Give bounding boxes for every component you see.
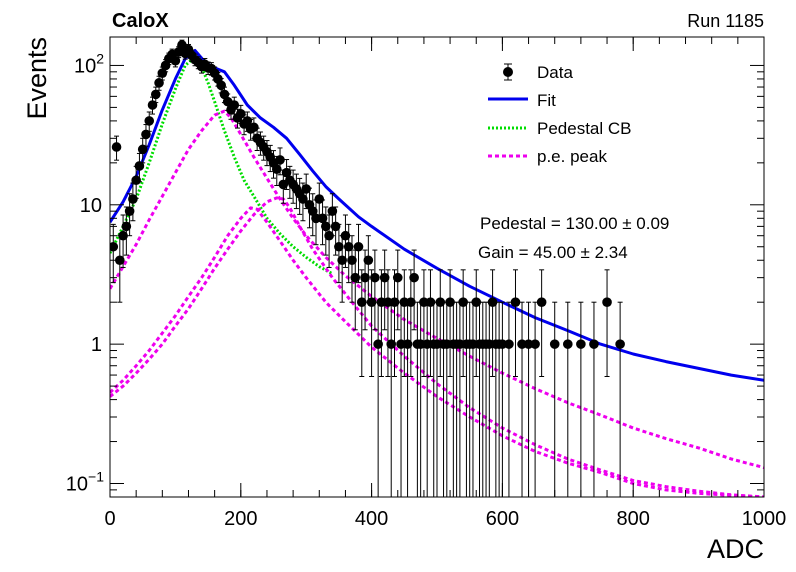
data-point	[370, 249, 380, 331]
data-point	[307, 193, 318, 237]
x-tick-label: 0	[104, 508, 115, 530]
data-point	[379, 249, 390, 331]
experiment-label: CaloX	[112, 10, 169, 32]
data-point	[343, 223, 354, 284]
legend-label-pedestal: Pedestal CB	[537, 119, 632, 138]
y-axis-label: Events	[22, 37, 52, 120]
data-point	[523, 301, 534, 497]
data-point	[334, 223, 344, 284]
data-point	[392, 249, 403, 331]
fit-curves	[110, 49, 764, 497]
pedestal-cb-curve	[110, 55, 334, 276]
x-tick-label: 800	[617, 508, 650, 530]
y-tick-label: 10	[80, 195, 102, 217]
data-point	[549, 301, 560, 497]
pedestal-annotation: Pedestal = 130.00 ± 0.09	[480, 214, 669, 233]
data-points	[110, 39, 625, 497]
x-tick-label: 200	[224, 508, 257, 530]
data-point	[471, 269, 482, 378]
y-tick-label: 102	[74, 50, 104, 77]
data-point	[298, 182, 308, 222]
data-point	[137, 137, 148, 164]
legend-item-fit: Fit	[488, 91, 556, 110]
data-point	[366, 269, 377, 378]
data-point	[576, 301, 586, 497]
data-point	[144, 111, 155, 132]
data-point	[121, 206, 132, 256]
legend-item-data: Data	[503, 63, 573, 82]
y-tick-label: 10−1	[66, 468, 104, 495]
data-point	[406, 269, 416, 378]
x-tick-label: 600	[486, 508, 519, 530]
data-point	[487, 269, 498, 378]
data-point	[115, 235, 125, 303]
legend-item-pedestal: Pedestal CB	[488, 119, 632, 138]
legend-label-fit: Fit	[537, 91, 556, 110]
fit-curve	[110, 49, 764, 382]
data-point	[589, 301, 599, 497]
data-point	[356, 269, 367, 378]
data-point	[281, 159, 292, 190]
data-point	[111, 135, 122, 161]
y-axis: 10−1 1 10 102	[66, 50, 764, 498]
legend-label-data: Data	[537, 63, 573, 82]
plot-frame	[109, 36, 765, 498]
data-point	[445, 269, 455, 378]
y-tick-label: 1	[91, 334, 102, 356]
data-point	[134, 152, 145, 183]
data-point	[350, 249, 361, 331]
data-point	[321, 206, 331, 256]
data-point	[435, 269, 446, 378]
data-point	[510, 269, 521, 378]
data-point	[340, 214, 351, 268]
run-label: Run 1185	[687, 11, 764, 31]
data-point	[363, 235, 374, 303]
data-point	[353, 223, 364, 284]
data-point	[530, 301, 540, 497]
x-axis-label: ADC	[707, 534, 764, 564]
data-point	[337, 235, 347, 303]
gain-annotation: Gain = 45.00 ± 2.34	[478, 243, 628, 262]
data-point	[536, 269, 547, 378]
x-axis: 0 200 400 600 800 1000	[104, 37, 786, 530]
data-point	[314, 182, 325, 222]
legend-label-pe: p.e. peak	[537, 147, 607, 166]
legend-item-pe: p.e. peak	[488, 147, 607, 166]
data-point	[517, 301, 527, 497]
data-point	[409, 249, 419, 331]
data-point	[563, 301, 573, 497]
data-point	[229, 96, 240, 115]
x-tick-label: 1000	[742, 508, 787, 530]
data-point	[389, 269, 400, 378]
data-point	[458, 269, 468, 378]
data-point	[170, 54, 181, 68]
data-point	[141, 124, 151, 147]
legend-marker-data	[503, 67, 513, 77]
data-point	[425, 269, 436, 378]
data-point	[317, 199, 328, 246]
data-point	[504, 301, 514, 497]
data-point	[275, 147, 285, 176]
legend: Data Fit Pedestal CB p.e. peak	[488, 63, 632, 166]
x-tick-label: 400	[355, 508, 388, 530]
data-point	[602, 269, 612, 378]
data-point	[615, 301, 625, 497]
pe-peak-curve	[110, 109, 764, 470]
data-point	[347, 235, 357, 303]
